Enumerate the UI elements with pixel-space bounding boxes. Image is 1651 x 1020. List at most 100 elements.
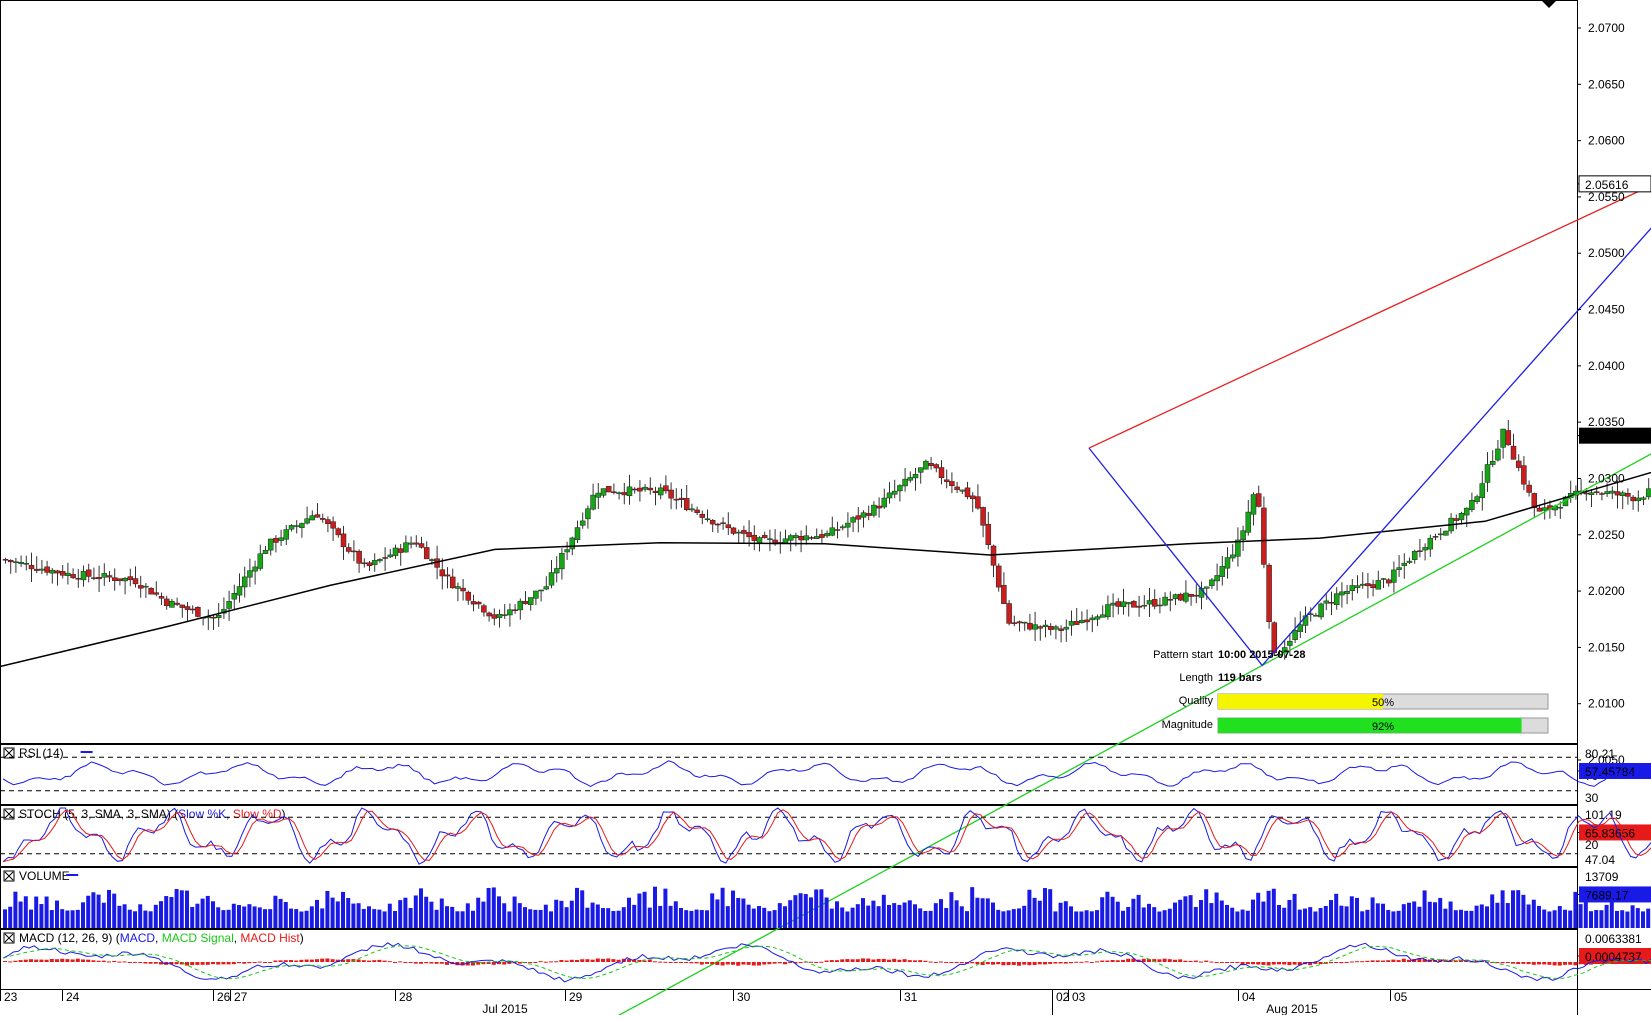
volume-bar	[60, 909, 64, 928]
macd-hist-bar	[440, 962, 444, 964]
volume-bar	[289, 909, 293, 928]
volume-bar	[1215, 893, 1219, 928]
volume-bar	[721, 888, 725, 928]
macd-hist-bar	[1074, 962, 1078, 963]
rsi-title-text: RSI (14)	[19, 746, 64, 760]
bull-candle	[565, 550, 570, 552]
bear-candle	[611, 492, 616, 493]
volume-bar	[1163, 910, 1167, 928]
volume-bar	[81, 902, 85, 928]
volume-bar	[1495, 903, 1499, 928]
macd-hist-bar	[1017, 962, 1021, 966]
macd-hist-bar	[409, 962, 413, 963]
bull-candle	[1241, 531, 1246, 540]
volume-bar	[201, 899, 205, 928]
volume-bar	[1636, 908, 1640, 928]
macd-hist-bar	[1365, 961, 1369, 962]
bear-candle	[1178, 594, 1183, 600]
bear-candle	[695, 510, 700, 513]
volume-series	[3, 886, 1651, 928]
macd-hist-bar	[773, 962, 777, 964]
bear-candle	[700, 514, 705, 517]
bear-candle	[362, 563, 367, 564]
volume-bar	[1391, 911, 1395, 928]
volume-bar	[1199, 900, 1203, 928]
rsi-title: RSI (14)	[4, 746, 93, 760]
volume-bar	[1090, 911, 1094, 928]
volume-bar	[1267, 891, 1271, 928]
volume-bar	[164, 896, 168, 928]
volume-bar	[169, 897, 173, 928]
macd-hist-bar	[1329, 962, 1333, 963]
day-tick-label: 04	[1242, 990, 1256, 1004]
volume-bar	[398, 900, 402, 928]
bull-candle	[757, 538, 762, 543]
volume-tick-label: 13709	[1585, 870, 1619, 884]
volume-bar	[1053, 911, 1057, 928]
macd-hist-bar	[877, 959, 881, 962]
bull-candle	[882, 498, 887, 507]
macd-hist-bar	[565, 961, 569, 962]
macd-hist-bar	[1090, 962, 1094, 963]
volume-bar	[986, 898, 990, 928]
macd-hist-bar	[1527, 962, 1531, 964]
bull-candle	[528, 597, 533, 604]
pattern-start-value: 10:00 2015-07-28	[1218, 649, 1305, 661]
macd-hist-bar	[819, 962, 823, 963]
bull-candle	[24, 563, 29, 564]
bull-candle	[1501, 429, 1506, 447]
price-tick-label: 2.0250	[1588, 528, 1625, 542]
bear-candle	[414, 543, 419, 544]
volume-bar	[741, 899, 745, 928]
pattern-zigzag-line	[1089, 155, 1651, 665]
volume-bar	[1480, 904, 1484, 928]
macd-hist-bar	[310, 960, 314, 962]
volume-bar	[242, 906, 246, 928]
macd-hist-bar	[133, 962, 137, 963]
volume-bar	[1157, 912, 1161, 928]
macd-hist-bar	[788, 962, 792, 963]
macd-hist-bar	[674, 962, 678, 963]
bull-candle	[804, 536, 809, 540]
bull-candle	[591, 495, 596, 509]
bear-candle	[996, 566, 1001, 587]
volume-bar	[253, 906, 257, 928]
macd-hist-bar	[960, 962, 964, 963]
volume-bar	[752, 909, 756, 928]
price-tick-label: 2.0500	[1588, 246, 1625, 260]
quality-bar-fill	[1218, 694, 1383, 709]
bear-candle	[731, 528, 736, 534]
bull-candle	[518, 601, 523, 610]
volume-bar	[627, 898, 631, 928]
macd-hist-bar	[1204, 961, 1208, 962]
macd-hist-bar	[814, 962, 818, 963]
bull-candle	[1397, 568, 1402, 570]
volume-bar	[835, 901, 839, 928]
bull-candle	[242, 577, 247, 587]
bear-candle	[1625, 493, 1630, 496]
macd-hist-bar	[757, 962, 761, 965]
macd-hist-bar	[315, 959, 319, 962]
volume-bar	[705, 910, 709, 928]
bear-candle	[461, 588, 466, 591]
bull-candle	[1490, 461, 1495, 464]
macd-hist-bar	[1230, 962, 1234, 963]
volume-bar	[570, 901, 574, 928]
volume-bar	[71, 910, 75, 928]
volume-bar	[1204, 889, 1208, 928]
volume-bar	[1048, 889, 1052, 928]
macd-hist-bar	[851, 959, 855, 962]
bear-candle	[648, 488, 653, 490]
volume-bar	[1168, 909, 1172, 928]
volume-bar	[325, 891, 329, 928]
volume-bar	[336, 901, 340, 928]
volume-bar	[409, 908, 413, 928]
macd-hist-bar	[799, 962, 803, 963]
volume-bar	[1417, 907, 1421, 928]
bear-candle	[492, 615, 497, 619]
bear-candle	[1007, 604, 1012, 624]
bull-candle	[1204, 587, 1209, 589]
macd-hist-bar	[1547, 962, 1551, 965]
bull-candle	[294, 526, 299, 527]
bear-candle	[1038, 627, 1043, 629]
